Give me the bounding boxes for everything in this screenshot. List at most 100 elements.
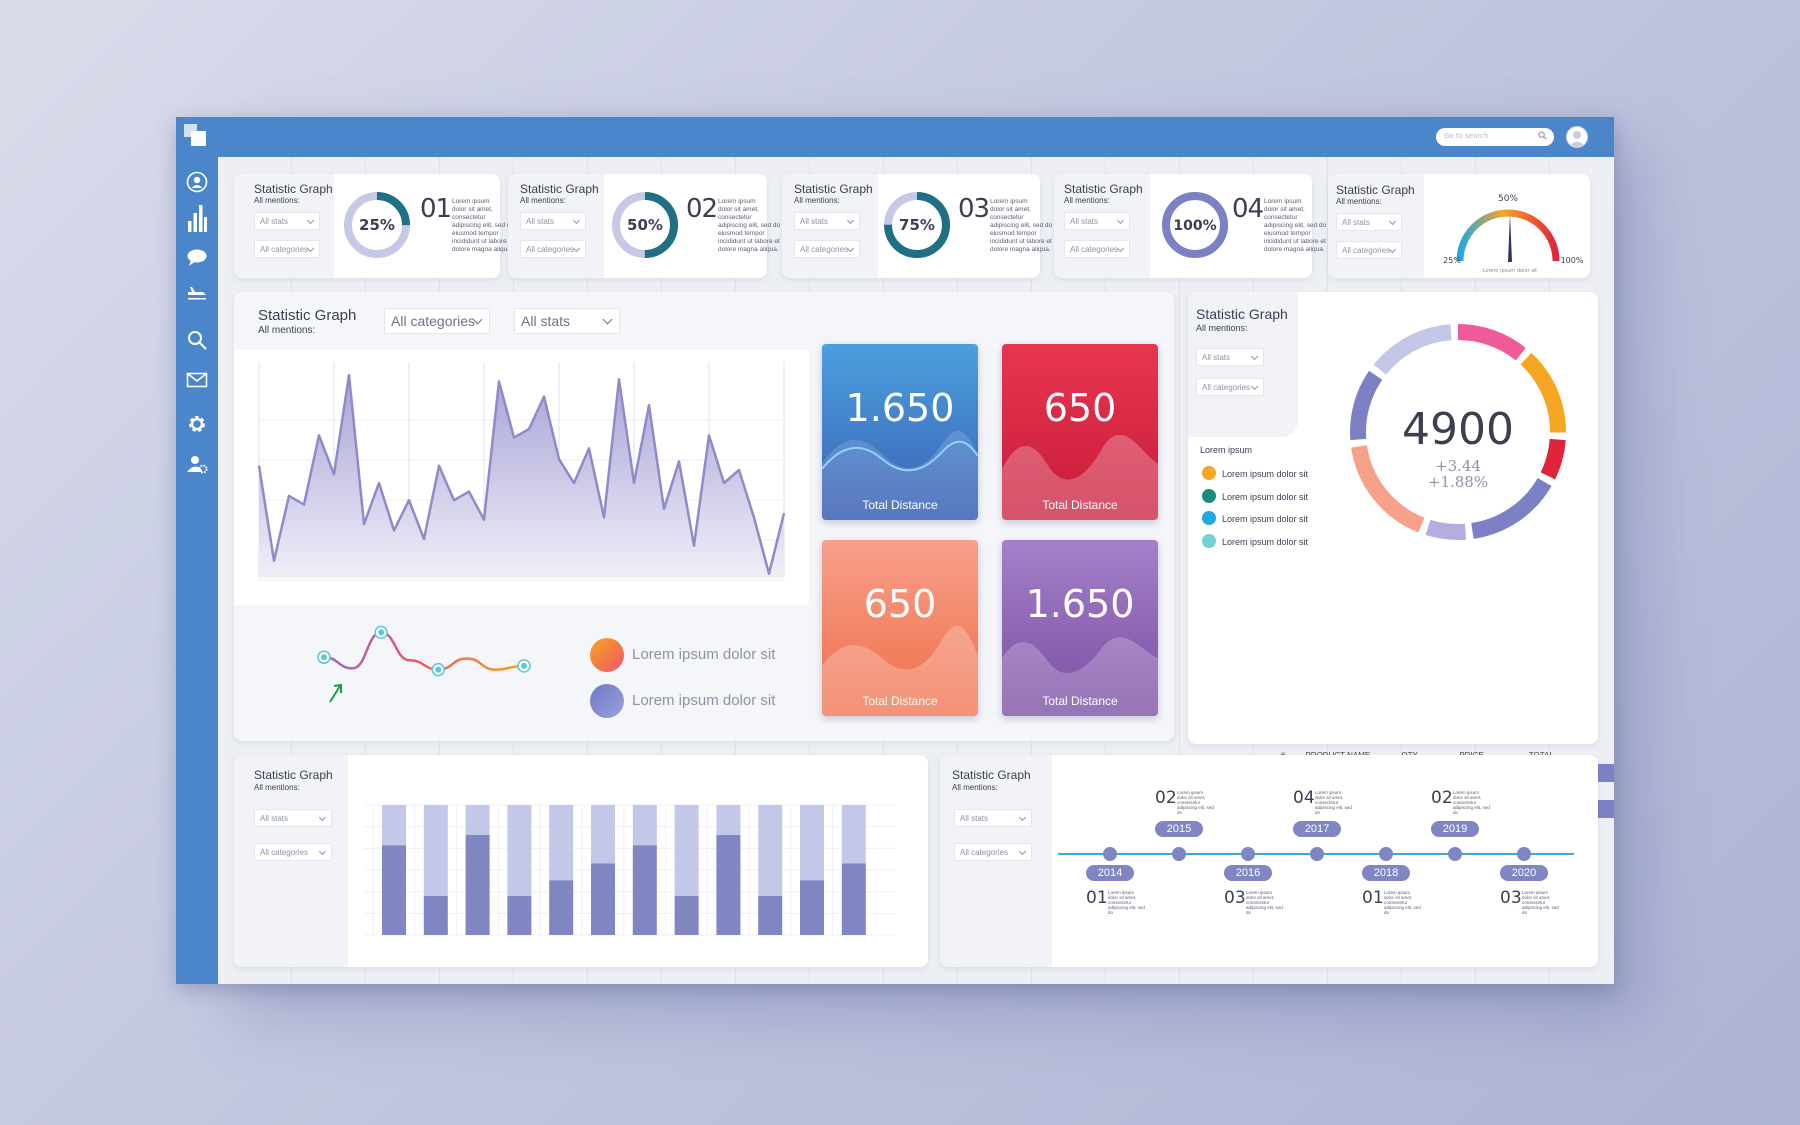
timeline-dot[interactable] [1310,847,1324,861]
kpi-subtitle: All mentions: [520,196,566,205]
bar-segment-upper[interactable] [716,805,741,835]
categories-select[interactable]: All categories [254,240,320,258]
categories-select[interactable]: All categories [384,308,490,334]
timeline-year: 2017 [1293,821,1341,837]
legend-label: Lorem ipsum dolor sit [1222,469,1309,479]
mail-icon[interactable] [186,369,208,391]
bar-segment-lower[interactable] [841,863,866,936]
gauge-title: Statistic Graph [1336,183,1415,197]
kpi-title: Statistic Graph [794,182,873,196]
categories-select[interactable]: All categories [1064,240,1130,258]
ring-segment[interactable] [1540,438,1566,480]
stats-select[interactable]: All stats [1064,212,1130,230]
ring-segment[interactable] [1520,352,1566,433]
ring-segment[interactable] [1457,324,1526,361]
wave-point-core [378,629,385,636]
bar-segment-lower[interactable] [507,896,532,935]
tile-label: Total Distance [1042,694,1118,708]
bar-segment-upper[interactable] [674,805,699,896]
bar-segment-upper[interactable] [423,805,448,896]
ring-segment[interactable] [1373,324,1452,375]
bar-segment-lower[interactable] [423,896,448,935]
distance-tile[interactable]: 1.650 Total Distance [1002,540,1158,716]
stats-select[interactable]: All stats [954,809,1032,827]
distance-tile[interactable]: 650 Total Distance [822,540,978,716]
bar-segment-lower[interactable] [758,896,783,935]
distance-tile[interactable]: 1.650 Total Distance [822,344,978,520]
bar-segment-upper[interactable] [841,805,866,864]
donut-percent: 25% [359,216,395,234]
categories-select[interactable]: All categories [254,843,332,861]
stats-select[interactable]: All stats [254,212,320,230]
timeline-dot[interactable] [1172,847,1186,861]
categories-select[interactable]: All categories [794,240,860,258]
percent-donut: 25% [343,191,411,259]
bar-segment-lower[interactable] [632,845,657,935]
bar-chart-icon[interactable] [186,203,208,233]
categories-select[interactable]: All categories [954,843,1032,861]
bar-segment-lower[interactable] [674,896,699,935]
bar-segment-lower[interactable] [465,834,490,935]
timeline-dot[interactable] [1379,847,1393,861]
timeline-dot[interactable] [1448,847,1462,861]
bar-segment-upper[interactable] [591,805,615,864]
timeline-dot[interactable] [1241,847,1255,861]
timeline-year: 2015 [1155,821,1203,837]
avatar[interactable] [1566,126,1588,148]
ring-segment[interactable] [1350,370,1383,441]
user-icon[interactable] [186,171,208,193]
bar-segment-upper[interactable] [507,805,532,896]
dashboard-window: Go to search Statistic Graph All mention… [176,117,1614,984]
timeline-year: 2019 [1431,821,1479,837]
bar-panel-controls [234,755,348,967]
bar-segment-upper[interactable] [632,805,657,846]
stats-select[interactable]: All stats [794,212,860,230]
timeline-text: Lorem ipsum dolor sit amet, consectetur … [1177,790,1214,815]
stats-select-value: All stats [526,217,555,226]
donut-progress [344,192,410,258]
bar-segment-upper[interactable] [549,805,574,881]
categories-select[interactable]: All categories [1196,378,1264,396]
bar-segment-lower[interactable] [382,845,406,935]
timeline-dot[interactable] [1517,847,1531,861]
search-icon[interactable] [1538,131,1547,140]
user-settings-icon[interactable] [186,453,208,475]
stats-select[interactable]: All stats [520,212,586,230]
timeline-number: 03 [1500,888,1522,908]
bar-segment-lower[interactable] [549,880,574,935]
plane-icon[interactable] [186,283,208,305]
stats-select[interactable]: All stats [514,308,620,334]
timeline-dot[interactable] [1103,847,1117,861]
arrow-icon [329,683,342,703]
bar-segment-lower[interactable] [800,880,824,935]
categories-select-value: All categories [260,245,309,254]
bar-segment-upper[interactable] [800,805,824,881]
bar-segment-lower[interactable] [716,834,741,935]
ring-segment[interactable] [1351,445,1425,533]
tile-label: Total Distance [862,694,938,708]
kpi-card: Statistic Graph All mentions: All stats … [1054,174,1326,278]
search-input[interactable]: Go to search [1436,128,1554,146]
timeline-text: Lorem ipsum dolor sit amet, consectetur … [1315,790,1352,815]
gear-icon[interactable] [186,413,208,435]
stats-select[interactable]: All stats [1196,348,1264,366]
bar-segment-upper[interactable] [465,805,490,835]
stats-select[interactable]: All stats [254,809,332,827]
distance-tile[interactable]: 650 Total Distance [1002,344,1158,520]
categories-select[interactable]: All categories [1336,241,1402,259]
search-icon[interactable] [186,329,208,351]
categories-select-value: All categories [391,313,476,329]
timeline-number: 03 [1224,888,1246,908]
ring-segment[interactable] [1425,519,1467,540]
ring-segment[interactable] [1471,477,1552,539]
bar-segment-upper[interactable] [382,805,406,846]
wave-series-line [323,631,525,671]
bar-segment-lower[interactable] [591,863,615,936]
bar-chart-panel: Statistic Graph All mentions: All stats … [234,755,928,967]
chat-icon[interactable] [186,247,208,269]
stats-select[interactable]: All stats [1336,213,1402,231]
timeline-number: 01 [1086,888,1108,908]
percent-donut: 100% [1162,192,1228,258]
bar-segment-upper[interactable] [758,805,783,896]
categories-select[interactable]: All categories [520,240,586,258]
